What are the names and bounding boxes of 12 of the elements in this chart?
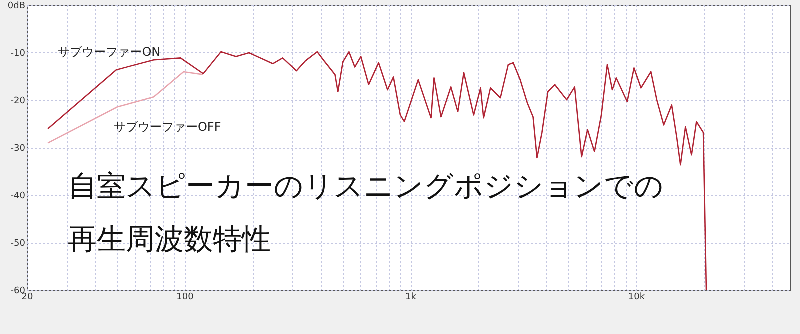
y-tick-label: -10 [10, 49, 26, 59]
y-tick-label: -30 [10, 144, 26, 154]
y-tick-label: -40 [10, 192, 26, 202]
x-tick-label: 10k [628, 292, 646, 302]
text: 自室スピーカーのリスニングポジションでの再生周波数特性 [68, 169, 664, 256]
x-tick-label: 100 [176, 292, 194, 302]
y-tick-label: -20 [10, 96, 26, 106]
y-tick-label: 0dB [8, 2, 26, 12]
series-label: サブウーファーOFF [114, 120, 222, 134]
x-tick-label: 1k [406, 292, 418, 302]
y-tick-label: -50 [10, 239, 26, 249]
series-label: サブウーファーON [58, 45, 161, 60]
